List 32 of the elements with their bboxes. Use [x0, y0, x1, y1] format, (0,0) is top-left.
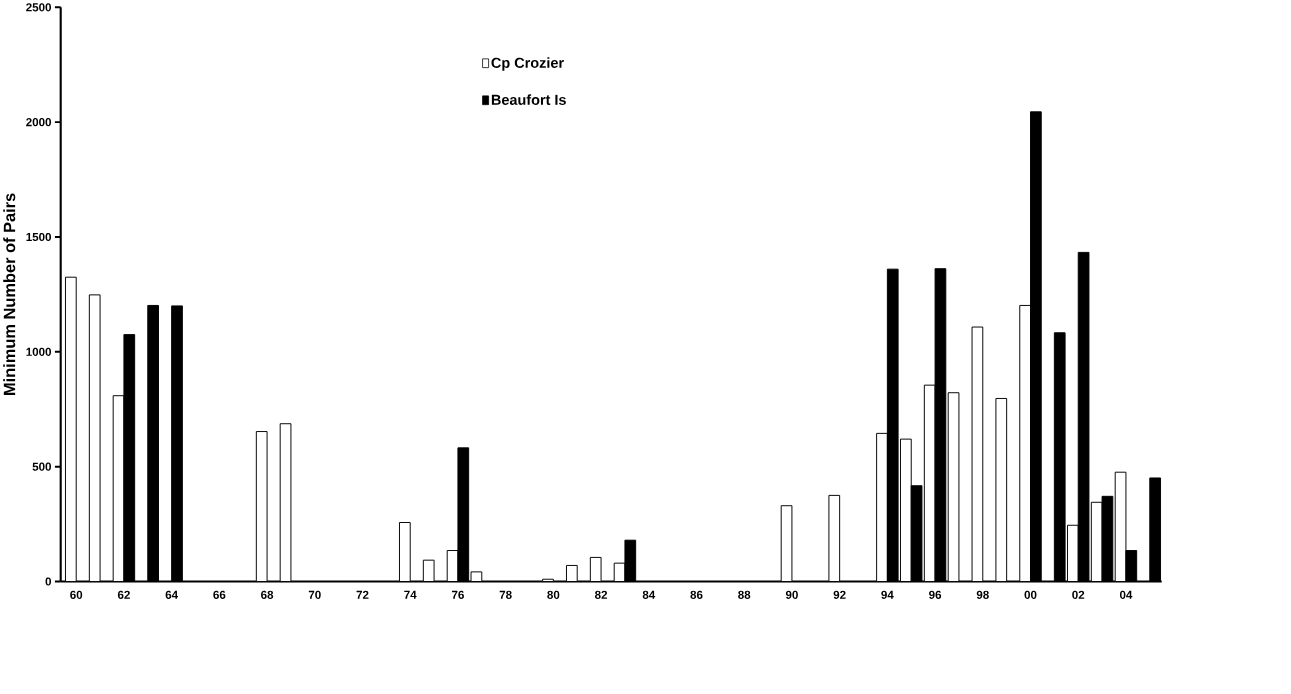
- x-tick-label: 78: [499, 590, 512, 599]
- x-tick-label: 64: [165, 590, 178, 599]
- x-tick-label: 86: [690, 590, 703, 599]
- y-tick-label: 2500: [26, 3, 52, 12]
- x-tick-label: 60: [70, 590, 83, 599]
- x-tick-label: 80: [547, 590, 560, 599]
- y-tick-label: 1000: [26, 347, 52, 356]
- x-tick-label: 72: [356, 590, 369, 599]
- x-tick-label: 76: [451, 590, 464, 599]
- x-tick-label: 92: [833, 590, 846, 599]
- x-tick-label: 96: [929, 590, 942, 599]
- x-tick-label: 02: [1072, 590, 1085, 599]
- x-tick-label: 90: [785, 590, 798, 599]
- x-tick-label: 74: [404, 590, 417, 599]
- x-tick-label: 62: [117, 590, 130, 599]
- x-tick-label: 98: [976, 590, 989, 599]
- x-tick-label: 66: [213, 590, 226, 599]
- x-tick-label: 94: [881, 590, 894, 599]
- legend-label: Cp Crozier: [491, 57, 564, 71]
- y-axis-title: Minimum Number of Pairs: [3, 193, 16, 395]
- x-tick-label: 88: [738, 590, 751, 599]
- x-tick-label: 68: [261, 590, 274, 599]
- x-tick-label: 84: [642, 590, 656, 599]
- x-tick-label: 82: [595, 590, 608, 599]
- legend-label: Beaufort Is: [491, 94, 566, 105]
- y-tick-label: 1500: [26, 232, 52, 242]
- x-tick-label: 00: [1024, 590, 1037, 599]
- y-tick-label: 0: [45, 577, 52, 586]
- y-tick-label: 2000: [26, 118, 52, 127]
- x-tick-label: 70: [308, 590, 321, 599]
- x-tick-label: 04: [1119, 590, 1133, 599]
- y-tick-label: 500: [32, 462, 52, 471]
